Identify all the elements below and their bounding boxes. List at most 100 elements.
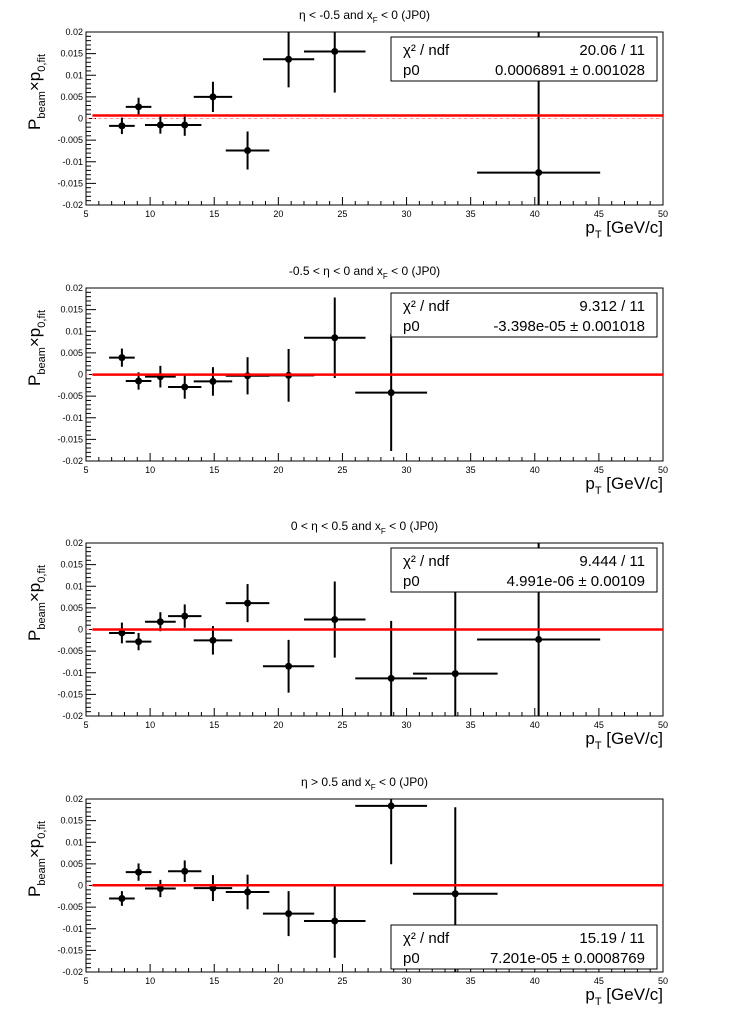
x-tick-label: 5 [83,465,88,475]
x-tick-label: 25 [337,720,347,730]
chart-title: η < -0.5 and xF < 0 (JP0) [299,8,430,25]
stats-chi2-label: χ² / ndf [403,298,450,315]
stats-chi2-value: 9.312 / 11 [579,298,645,315]
data-point [303,297,366,378]
x-tick-label: 40 [530,720,540,730]
point-marker [387,802,395,810]
point-marker [331,334,339,342]
x-tick-label: 30 [402,209,412,219]
stats-p0-label: p0 [403,62,420,79]
data-point [225,584,270,623]
y-tick-label: -0.015 [57,434,83,444]
x-tick-label: 10 [145,465,155,475]
data-point [109,891,135,906]
stats-p0-value: 0.0006891 ± 0.001028 [495,62,645,79]
stats-chi2-label: χ² / ndf [403,930,450,947]
y-tick-label: 0.005 [60,92,83,102]
chart-panel-4: η > 0.5 and xF < 0 (JP0) 5 10 15 20 25 30 35 40 4… [25,775,668,1008]
y-tick-label: 0 [78,114,83,124]
y-tick-label: 0.01 [65,581,83,591]
x-tick-label: 20 [273,976,283,986]
chart-panel-2: -0.5 < η < 0 and xF < 0 (JP0) 5 10 15 20 25 30… [25,264,668,497]
point-marker [118,122,126,130]
x-tick-label: 15 [209,720,219,730]
point-marker [181,383,189,391]
chart-title: 0 < η < 0.5 and xF < 0 (JP0) [291,519,438,536]
point-marker [387,674,395,682]
y-tick-label: -0.02 [62,711,83,721]
y-tick-label: -0.005 [57,902,83,912]
x-tick-label: 50 [658,209,668,219]
stats-p0-value: 7.201e-05 ± 0.0008769 [490,950,645,967]
data-point [303,32,366,93]
data-point [303,581,366,658]
x-tick-label: 10 [145,209,155,219]
stats-box: χ² / ndf 9.312 / 11 p0 -3.398e-05 ± 0.00101… [390,292,658,338]
y-tick-label: -0.005 [57,646,83,656]
y-tick-label: 0.01 [65,326,83,336]
data-point [225,131,270,170]
x-axis-label: pT [GeV/c] [585,474,663,497]
point-marker [285,55,293,63]
y-tick-label: -0.02 [62,456,83,466]
data-point [193,875,233,902]
x-tick-label: 45 [594,720,604,730]
point-marker [451,670,459,678]
data-point [262,639,315,693]
chart-panel-3: 0 < η < 0.5 and xF < 0 (JP0) 5 10 15 20 25 30 3… [25,519,668,752]
data-point [168,375,202,399]
x-tick-label: 20 [273,465,283,475]
data-point [125,632,152,651]
x-tick-label: 35 [466,209,476,219]
x-tick-label: 40 [530,465,540,475]
point-marker [285,910,293,918]
y-tick-label: 0.005 [60,603,83,613]
y-tick-label: 0 [78,370,83,380]
x-tick-label: 40 [530,209,540,219]
stats-box-frame [390,924,658,970]
data-point [193,81,233,113]
point-marker [135,638,143,646]
point-marker [331,616,339,624]
x-axis-label: pT [GeV/c] [585,218,663,241]
y-tick-label: 0.02 [65,538,83,548]
y-tick-label: 0.02 [65,283,83,293]
point-marker [285,662,293,670]
y-tick-label: -0.02 [62,200,83,210]
point-marker [209,377,217,385]
data-point [109,117,135,135]
stats-box: χ² / ndf 15.19 / 11 p0 7.201e-05 ± 0.000876… [390,924,658,970]
data-point [262,32,315,88]
point-marker [244,147,252,155]
y-axis-label: Pbeam×p0,fit [25,821,48,897]
chart-title: η > 0.5 and xF < 0 (JP0) [301,775,428,792]
data-point [303,884,366,958]
x-tick-label: 35 [466,465,476,475]
point-marker [244,888,252,896]
x-tick-label: 15 [209,465,219,475]
point-marker [156,885,164,893]
y-tick-label: -0.005 [57,391,83,401]
chart-panel-1: η < -0.5 and xF < 0 (JP0) 5 10 15 20 25 30 35 40… [25,8,668,241]
y-tick-label: -0.015 [57,689,83,699]
point-marker [535,169,543,177]
point-marker [118,354,126,362]
data-point [412,587,498,716]
point-marker [135,103,143,111]
x-tick-label: 20 [273,209,283,219]
point-marker [181,867,189,875]
x-tick-label: 30 [402,465,412,475]
y-tick-label: 0.015 [60,49,83,59]
data-point [193,367,233,396]
stats-box-frame [390,547,658,593]
x-tick-label: 15 [209,976,219,986]
y-tick-label: 0 [78,625,83,635]
y-tick-label: 0.02 [65,27,83,37]
x-tick-label: 45 [594,209,604,219]
x-tick-label: 20 [273,720,283,730]
stats-box: χ² / ndf 9.444 / 11 p0 4.991e-06 ± 0.00109 [390,547,658,593]
stats-p0-value: 4.991e-06 ± 0.00109 [507,573,645,590]
x-tick-label: 35 [466,720,476,730]
data-point [125,97,152,116]
